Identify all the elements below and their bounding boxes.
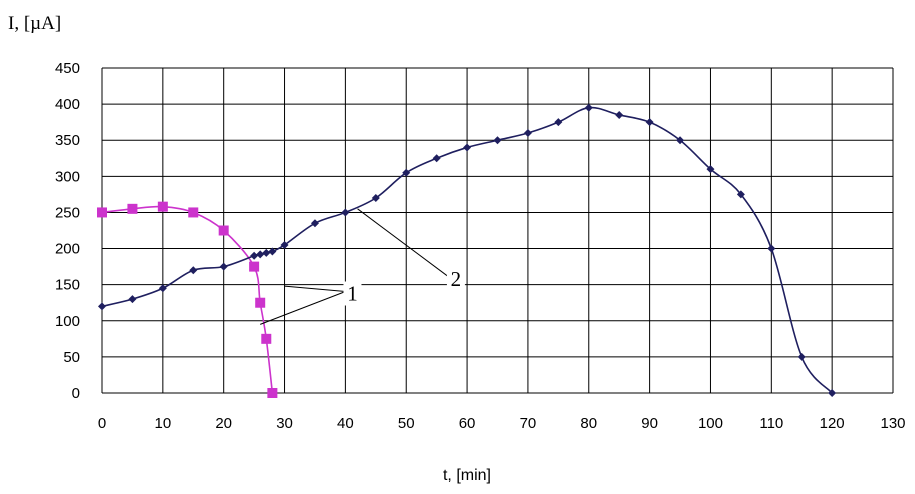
data-point-square bbox=[249, 261, 260, 272]
x-tick-label: 30 bbox=[276, 415, 293, 432]
x-tick-label: 70 bbox=[520, 415, 537, 432]
data-point-square bbox=[97, 207, 107, 218]
x-tick-label: 20 bbox=[215, 415, 232, 432]
series-line-2 bbox=[101, 106, 833, 394]
annotation-label: 2 bbox=[451, 267, 462, 291]
data-point-diamond bbox=[98, 302, 106, 311]
data-point-diamond bbox=[371, 194, 380, 202]
data-point-square bbox=[261, 333, 272, 344]
data-point-square bbox=[267, 388, 278, 398]
data-point-square bbox=[127, 203, 138, 214]
data-point-diamond bbox=[262, 248, 271, 257]
y-tick-label: 250 bbox=[55, 204, 80, 221]
data-point-diamond bbox=[645, 118, 654, 127]
y-tick-label: 400 bbox=[55, 96, 80, 113]
data-point-square bbox=[255, 297, 266, 308]
x-tick-label: 90 bbox=[641, 415, 658, 432]
data-point-square bbox=[188, 207, 199, 218]
data-point-diamond bbox=[128, 295, 137, 304]
data-point-diamond bbox=[189, 266, 198, 275]
y-tick-label: 300 bbox=[55, 168, 80, 185]
y-tick-label: 0 bbox=[72, 385, 80, 402]
data-point-diamond bbox=[584, 103, 593, 112]
data-point-square bbox=[218, 225, 229, 236]
x-tick-labels: 0 10 20 30 40 50 60 70 80 90 100 110 120 130 bbox=[98, 415, 906, 432]
y-axis-title: I, [µA] bbox=[8, 13, 61, 34]
x-axis-title: t, [min] bbox=[443, 467, 491, 484]
series-group bbox=[97, 103, 837, 398]
data-point-diamond bbox=[341, 208, 350, 217]
x-tick-label: 130 bbox=[880, 415, 905, 432]
annotation-leader-line bbox=[284, 285, 346, 292]
data-point-diamond bbox=[432, 154, 441, 163]
data-point-diamond bbox=[493, 136, 502, 145]
data-point-diamond bbox=[402, 168, 411, 177]
y-tick-labels: 0 50 100 150 200 250 300 350 400 450 bbox=[55, 60, 80, 402]
data-point-diamond bbox=[615, 110, 624, 119]
y-tick-label: 150 bbox=[55, 277, 80, 294]
x-tick-label: 0 bbox=[98, 415, 106, 432]
data-point-diamond bbox=[767, 244, 776, 253]
data-point-diamond bbox=[523, 129, 532, 137]
y-tick-label: 350 bbox=[55, 132, 80, 149]
data-point-diamond bbox=[250, 251, 259, 260]
x-tick-label: 100 bbox=[698, 415, 723, 432]
grid bbox=[101, 67, 894, 394]
data-point-diamond bbox=[219, 262, 228, 271]
annotation-label-bg bbox=[343, 281, 362, 306]
x-tick-label: 50 bbox=[398, 415, 415, 432]
data-point-diamond bbox=[280, 240, 289, 249]
y-tick-label: 50 bbox=[63, 349, 80, 366]
x-tick-label: 120 bbox=[820, 415, 845, 432]
data-point-diamond bbox=[706, 165, 715, 174]
annotation-leader-line bbox=[357, 208, 450, 278]
y-tick-label: 200 bbox=[55, 241, 80, 258]
data-point-diamond bbox=[310, 219, 319, 228]
annotation-label-bg bbox=[446, 267, 465, 292]
data-point-diamond bbox=[268, 247, 277, 256]
x-tick-label: 110 bbox=[759, 415, 783, 432]
annotation-leader-line bbox=[260, 291, 346, 325]
annotations: 12 bbox=[260, 208, 465, 325]
data-point-square bbox=[157, 201, 168, 212]
data-point-diamond bbox=[256, 250, 265, 259]
series-2 bbox=[98, 103, 837, 397]
x-tick-label: 60 bbox=[459, 415, 476, 432]
y-tick-label: 450 bbox=[55, 60, 80, 77]
data-point-diamond bbox=[797, 352, 806, 361]
annotation-label: 1 bbox=[347, 282, 358, 306]
data-point-diamond bbox=[828, 389, 837, 397]
series-1 bbox=[97, 201, 278, 398]
data-point-diamond bbox=[554, 118, 563, 127]
x-tick-label: 10 bbox=[155, 415, 172, 432]
data-point-diamond bbox=[676, 136, 685, 145]
y-tick-label: 100 bbox=[55, 313, 80, 330]
x-tick-label: 40 bbox=[337, 415, 354, 432]
data-point-diamond bbox=[736, 190, 745, 199]
data-point-diamond bbox=[463, 143, 472, 152]
data-point-diamond bbox=[158, 284, 167, 293]
x-tick-label: 80 bbox=[580, 415, 597, 432]
